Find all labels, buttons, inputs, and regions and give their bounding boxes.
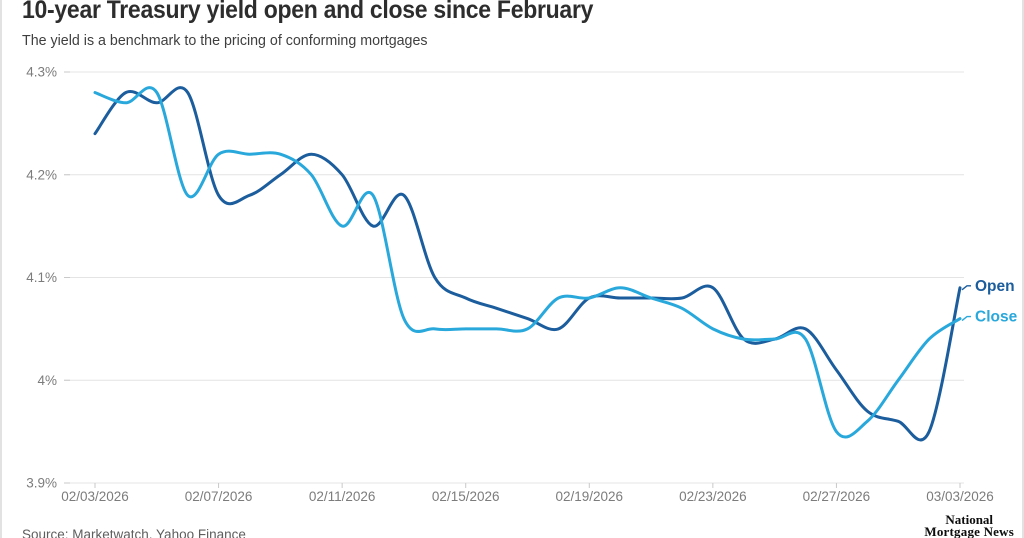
chart-subtitle: The yield is a benchmark to the pricing … — [22, 32, 428, 49]
legend-label-close: Close — [975, 309, 1018, 326]
x-axis-label: 02/19/2026 — [555, 489, 623, 504]
legend-connector-open — [961, 285, 971, 291]
legend-label-open: Open — [975, 278, 1015, 295]
x-axis-label: 02/07/2026 — [185, 489, 253, 504]
publisher-logo-line2: Mortgage News — [924, 523, 1014, 538]
y-axis-label: 4.3% — [26, 65, 57, 80]
x-axis-label: 02/11/2026 — [309, 489, 376, 504]
y-axis-label: 4% — [37, 373, 57, 388]
x-axis-label: 02/27/2026 — [803, 489, 871, 504]
series-line-close — [93, 86, 962, 439]
chart-title: 10-year Treasury yield open and close si… — [22, 0, 594, 24]
source-note: Source: Marketwatch, Yahoo Finance — [22, 527, 246, 538]
y-axis-label: 4.1% — [26, 270, 57, 285]
x-axis-label: 02/15/2026 — [432, 489, 500, 504]
x-axis-label: 02/03/2026 — [61, 489, 129, 504]
y-axis-label: 3.9% — [26, 476, 57, 491]
x-axis-label: 03/03/2026 — [926, 489, 994, 504]
publisher-logo: National Mortgage News — [924, 512, 1014, 538]
series-line-open — [93, 86, 962, 442]
y-axis-label: 4.2% — [26, 167, 57, 182]
legend-connector-close — [961, 315, 971, 322]
x-axis-label: 02/23/2026 — [679, 489, 747, 504]
publisher-logo-line1: National — [945, 512, 994, 527]
